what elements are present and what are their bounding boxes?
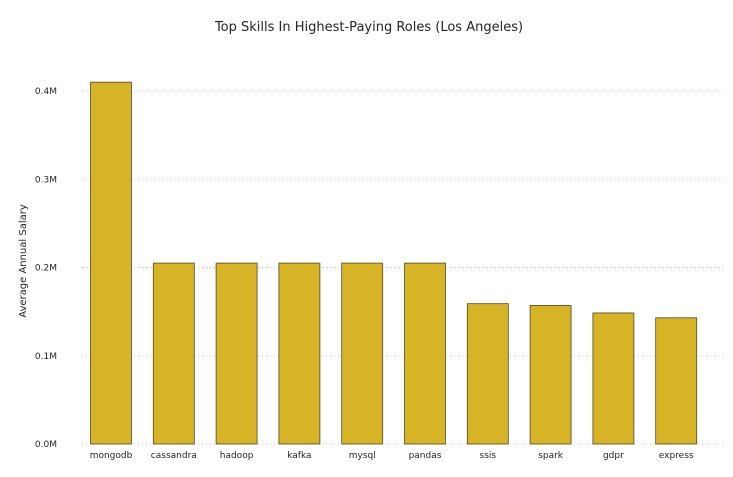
bar-express[interactable] xyxy=(655,317,698,445)
x-tick-label-cassandra: cassandra xyxy=(151,451,197,461)
bar-ssis[interactable] xyxy=(466,303,509,445)
bar-pandas[interactable] xyxy=(404,262,446,445)
bar-mongodb[interactable] xyxy=(90,81,132,445)
y-tick-label: 0.3M xyxy=(35,175,57,185)
y-tick-label: 0.0M xyxy=(35,440,57,450)
x-tick-label-hadoop: hadoop xyxy=(220,451,254,461)
x-tick-label-pandas: pandas xyxy=(409,451,442,461)
x-tick-label-kafka: kafka xyxy=(287,451,311,461)
bars xyxy=(90,81,698,445)
x-tick-label-express: express xyxy=(659,451,694,461)
x-tick-label-ssis: ssis xyxy=(480,451,497,461)
bar-spark[interactable] xyxy=(529,305,572,445)
x-tick-label-mysql: mysql xyxy=(349,451,376,461)
y-tick-label: 0.1M xyxy=(35,352,57,362)
bar-cassandra[interactable] xyxy=(152,262,195,445)
x-tick-label-spark: spark xyxy=(538,451,564,461)
chart-title: Top Skills In Highest-Paying Roles (Los … xyxy=(214,20,523,35)
x-axis-ticks: mongodb cassandra hadoop kafka mysql pandas ss… xyxy=(90,451,694,461)
y-axis-title: Average Annual Salary xyxy=(18,204,29,318)
x-tick-label-mongodb: mongodb xyxy=(90,451,133,461)
bar-mysql[interactable] xyxy=(341,262,384,445)
bar-hadoop[interactable] xyxy=(215,262,258,445)
y-tick-label: 0.2M xyxy=(35,264,57,274)
y-axis-ticks: 0.0M 0.1M 0.2M 0.3M 0.4M xyxy=(35,87,57,450)
bar-kafka[interactable] xyxy=(278,262,321,445)
x-tick-label-gdpr: gdpr xyxy=(603,451,624,461)
y-tick-label: 0.4M xyxy=(35,87,57,97)
bar-gdpr[interactable] xyxy=(592,312,635,445)
